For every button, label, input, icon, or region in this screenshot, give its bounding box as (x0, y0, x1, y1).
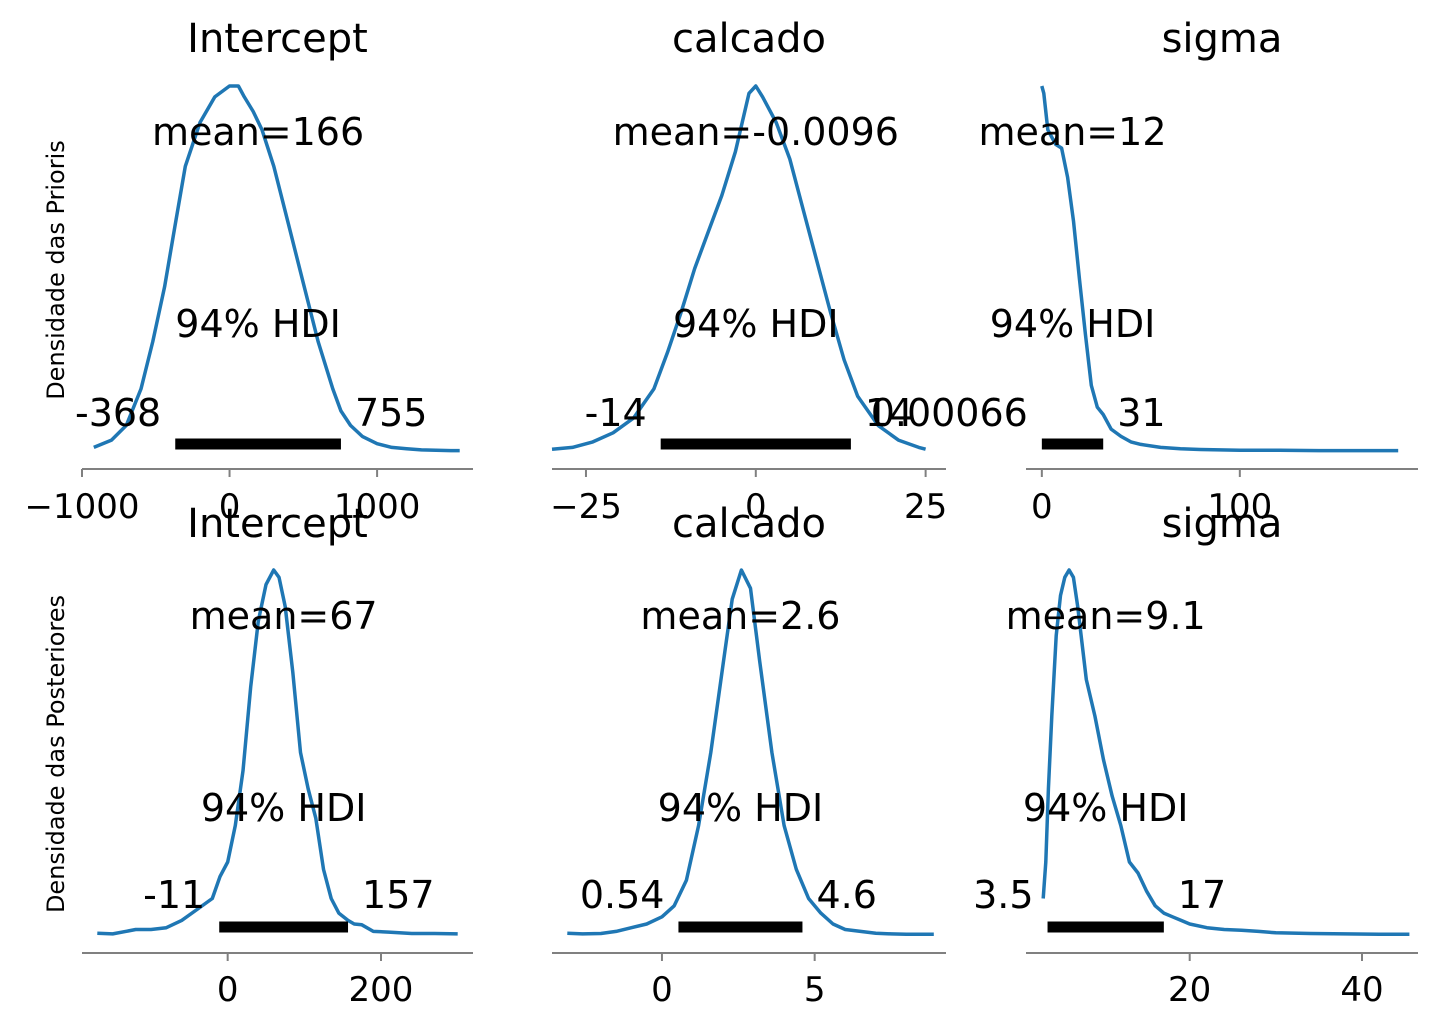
x-tick-label: 1000 (334, 487, 421, 527)
panel-title: calcado (672, 16, 826, 62)
panel-title: calcado (672, 501, 826, 547)
x-tick-label: 5 (804, 970, 826, 1010)
x-tick-label: 0 (745, 487, 767, 527)
hdi-low-label: 0.54 (580, 873, 665, 917)
panel-1-0: Intercept -11 157 94% HDI mean=67 0 200 (82, 501, 473, 1010)
mean-label: mean=9.1 (1006, 594, 1206, 638)
hdi-title: 94% HDI (658, 786, 824, 830)
hdi-low-label: 0.00066 (871, 391, 1028, 435)
x-tick-label: 40 (1340, 970, 1383, 1010)
x-tick-label: 0 (651, 970, 673, 1010)
mean-label: mean=166 (152, 110, 364, 154)
x-tick-label: −25 (550, 487, 622, 527)
hdi-title: 94% HDI (175, 302, 341, 346)
density-curve (567, 568, 934, 937)
row-label-posteriors: Densidade das Posteriores (42, 595, 70, 913)
panel-0-1: calcado -14 14 94% HDI mean=-0.0096 −25 0 25 (550, 16, 947, 527)
panel-0-0: Intercept -368 755 94% HDI mean=166 −1000 0 100… (24, 16, 473, 527)
hdi-low-label: -11 (143, 873, 205, 917)
density-curve (97, 568, 458, 936)
hdi-high-label: 31 (1117, 391, 1165, 435)
hdi-high-label: 17 (1178, 873, 1226, 917)
hdi-low-label: -14 (585, 391, 647, 435)
hdi-title: 94% HDI (1023, 786, 1189, 830)
panel-0-2: sigma 0.00066 31 94% HDI mean=12 0 100 (871, 16, 1418, 527)
x-tick-label: 200 (349, 970, 414, 1010)
mean-label: mean=12 (979, 110, 1167, 154)
panel-title: sigma (1162, 16, 1283, 62)
x-tick-label: 0 (219, 487, 241, 527)
x-tick-label: 20 (1168, 970, 1211, 1010)
row-label-priors: Densidade das Prioris (42, 140, 70, 400)
density-curve (551, 84, 927, 451)
hdi-high-label: 4.6 (816, 873, 876, 917)
hdi-title: 94% HDI (990, 302, 1156, 346)
x-tick-label: −1000 (24, 487, 139, 527)
hdi-low-label: 3.5 (973, 873, 1033, 917)
hdi-title: 94% HDI (673, 302, 839, 346)
x-tick-label: 0 (1031, 487, 1053, 527)
hdi-high-label: 14 (865, 391, 913, 435)
panel-1-2: sigma 3.5 17 94% HDI mean=9.1 20 40 (973, 501, 1418, 1010)
panel-title: Intercept (187, 16, 368, 62)
mean-label: mean=67 (190, 594, 378, 638)
hdi-low-label: -368 (75, 391, 161, 435)
density-curve (1040, 85, 1399, 453)
hdi-title: 94% HDI (201, 786, 367, 830)
x-tick-label: 0 (217, 970, 239, 1010)
mean-label: mean=-0.0096 (613, 110, 899, 154)
hdi-high-label: 755 (355, 391, 428, 435)
density-curve (93, 84, 460, 453)
panel-1-1: calcado 0.54 4.6 94% HDI mean=2.6 0 5 (552, 501, 946, 1010)
panels: Intercept -368 755 94% HDI mean=166 −1000 0 100… (24, 16, 1418, 1010)
mean-label: mean=2.6 (640, 594, 840, 638)
x-tick-label: 25 (904, 487, 947, 527)
x-tick-label: 100 (1207, 487, 1272, 527)
panel-title: sigma (1162, 501, 1283, 547)
density-curve (1041, 568, 1410, 937)
panel-title: Intercept (187, 501, 368, 547)
hdi-high-label: 157 (362, 873, 435, 917)
